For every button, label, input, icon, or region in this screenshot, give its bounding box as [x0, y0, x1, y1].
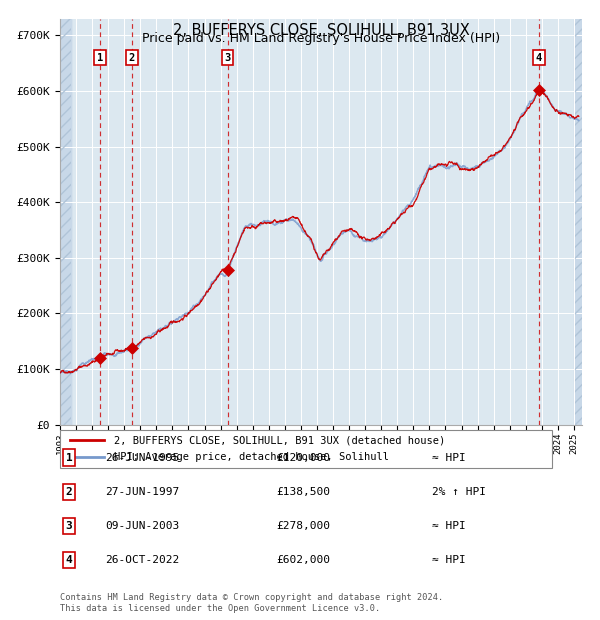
- Text: Contains HM Land Registry data © Crown copyright and database right 2024.
This d: Contains HM Land Registry data © Crown c…: [60, 593, 443, 613]
- Text: 09-JUN-2003: 09-JUN-2003: [105, 521, 179, 531]
- Text: HPI: Average price, detached house, Solihull: HPI: Average price, detached house, Soli…: [114, 453, 389, 463]
- Bar: [60, 19, 71, 425]
- Bar: [60, 19, 71, 425]
- Text: 4: 4: [65, 555, 73, 565]
- Text: Price paid vs. HM Land Registry's House Price Index (HPI): Price paid vs. HM Land Registry's House …: [142, 32, 500, 45]
- Text: 3: 3: [65, 521, 73, 531]
- Text: 1: 1: [65, 453, 73, 463]
- FancyBboxPatch shape: [60, 430, 552, 468]
- Text: 2: 2: [65, 487, 73, 497]
- Text: £278,000: £278,000: [276, 521, 330, 531]
- Text: ≈ HPI: ≈ HPI: [432, 521, 466, 531]
- Text: 26-OCT-2022: 26-OCT-2022: [105, 555, 179, 565]
- Text: 4: 4: [536, 53, 542, 63]
- Text: 3: 3: [224, 53, 230, 63]
- Text: ≈ HPI: ≈ HPI: [432, 555, 466, 565]
- Text: 26-JUN-1995: 26-JUN-1995: [105, 453, 179, 463]
- Text: ≈ HPI: ≈ HPI: [432, 453, 466, 463]
- Bar: [574, 19, 582, 425]
- Text: 2, BUFFERYS CLOSE, SOLIHULL, B91 3UX (detached house): 2, BUFFERYS CLOSE, SOLIHULL, B91 3UX (de…: [114, 435, 445, 445]
- Text: 2: 2: [129, 53, 135, 63]
- Bar: [574, 19, 582, 425]
- Text: 2, BUFFERYS CLOSE, SOLIHULL, B91 3UX: 2, BUFFERYS CLOSE, SOLIHULL, B91 3UX: [173, 23, 469, 38]
- Text: 27-JUN-1997: 27-JUN-1997: [105, 487, 179, 497]
- Text: £120,000: £120,000: [276, 453, 330, 463]
- Text: 1: 1: [97, 53, 103, 63]
- Text: £138,500: £138,500: [276, 487, 330, 497]
- Text: £602,000: £602,000: [276, 555, 330, 565]
- Text: 2% ↑ HPI: 2% ↑ HPI: [432, 487, 486, 497]
- Bar: [60, 19, 71, 425]
